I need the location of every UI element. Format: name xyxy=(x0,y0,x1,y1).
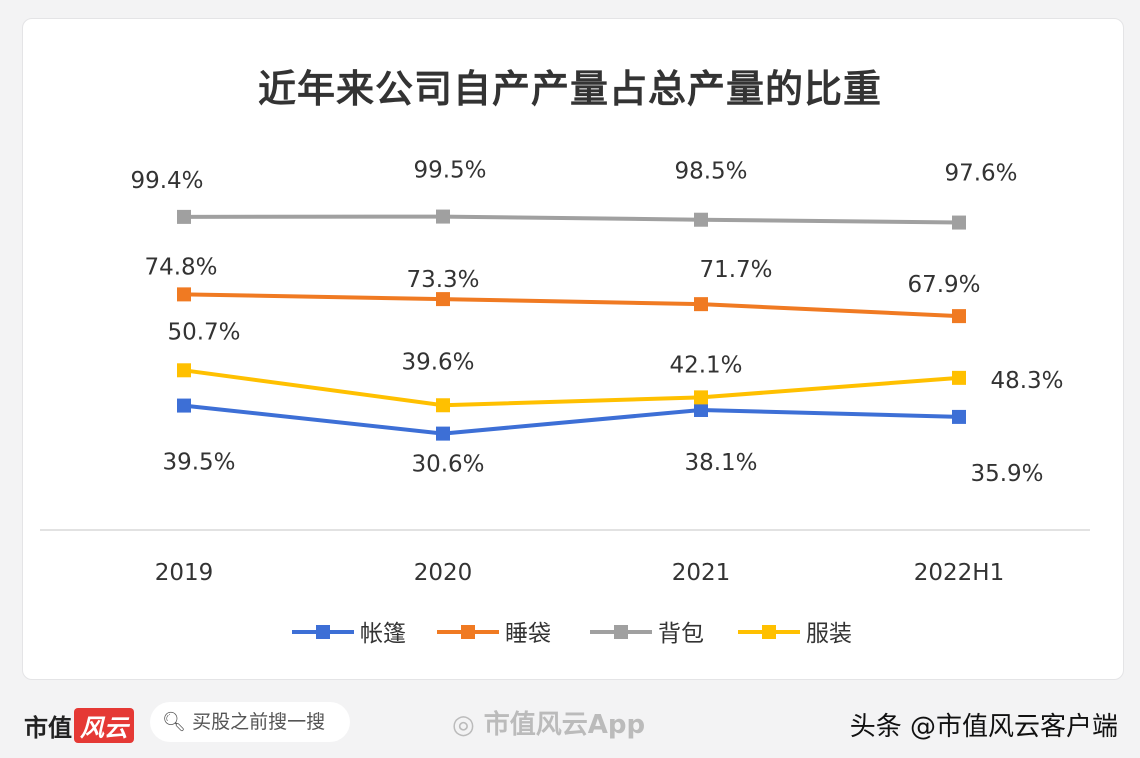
data-label: 99.4% xyxy=(130,168,203,194)
weibo-watermark: ◎ 市值风云App xyxy=(452,704,645,741)
x-tick-label: 2019 xyxy=(155,560,214,586)
data-label: 50.7% xyxy=(167,319,240,345)
x-tick-label: 2022H1 xyxy=(914,560,1004,586)
x-tick-label: 2020 xyxy=(414,560,473,586)
footer: 市值 风云 🔍︎ 买股之前搜一搜 ◎ 市值风云App 头条 @市值风云客户端 xyxy=(0,690,1140,758)
brand-logo: 市值 风云 xyxy=(24,708,134,743)
credit-text: 头条 @市值风云客户端 xyxy=(849,712,1118,742)
legend-label: 服装 xyxy=(806,621,852,647)
legend-label: 背包 xyxy=(658,621,704,647)
data-point xyxy=(177,398,191,413)
data-point xyxy=(694,390,708,405)
data-point xyxy=(177,209,191,224)
data-label: 39.5% xyxy=(162,450,235,476)
data-point xyxy=(952,215,966,230)
data-label: 38.1% xyxy=(684,450,757,476)
data-point xyxy=(436,209,450,224)
data-point xyxy=(177,363,191,378)
x-tick-label: 2021 xyxy=(672,560,731,586)
data-point xyxy=(436,292,450,307)
data-label: 74.8% xyxy=(144,254,217,280)
chart-card xyxy=(22,18,1124,680)
data-label: 98.5% xyxy=(674,159,747,185)
series-line-背包 xyxy=(183,214,960,225)
legend-marker xyxy=(614,625,628,639)
chart-title: 近年来公司自产产量占总产量的比重 xyxy=(257,67,882,111)
search-icon: 🔍︎ xyxy=(162,711,193,733)
legend-marker xyxy=(762,625,776,639)
legend-marker xyxy=(461,625,475,639)
data-point xyxy=(694,297,708,312)
data-label: 97.6% xyxy=(944,161,1017,187)
series-line-睡袋 xyxy=(183,292,960,319)
data-label: 99.5% xyxy=(413,158,486,184)
data-label: 30.6% xyxy=(411,452,484,478)
data-label: 73.3% xyxy=(406,267,479,293)
data-point xyxy=(952,370,966,385)
data-label: 71.7% xyxy=(699,257,772,283)
data-label: 48.3% xyxy=(990,368,1063,394)
legend-marker xyxy=(316,625,330,639)
weibo-text: 市值风云App xyxy=(483,710,646,740)
brand-text: 市值 xyxy=(24,713,72,742)
series-line-服装 xyxy=(183,368,960,408)
data-label: 42.1% xyxy=(669,352,742,378)
brand-logo-mark: 风云 xyxy=(74,708,134,743)
data-label: 35.9% xyxy=(970,461,1043,487)
data-point xyxy=(177,287,191,302)
data-point xyxy=(436,398,450,413)
legend-label: 帐篷 xyxy=(360,621,406,647)
search-input[interactable]: 🔍︎ 买股之前搜一搜 xyxy=(150,702,350,742)
weibo-icon: ◎ xyxy=(452,710,484,740)
data-point xyxy=(436,426,450,441)
search-placeholder: 买股之前搜一搜 xyxy=(192,711,326,733)
series-line-帐篷 xyxy=(183,403,960,436)
data-point xyxy=(694,212,708,227)
legend-label: 睡袋 xyxy=(505,621,551,647)
line-chart: 2019 2020 2021 2022H1 39.5% 30.6% 38.1% 35.9% 74… xyxy=(40,158,1090,647)
data-point xyxy=(952,309,966,324)
data-label: 39.6% xyxy=(401,349,474,375)
data-point xyxy=(952,409,966,424)
data-label: 67.9% xyxy=(907,272,980,298)
data-point xyxy=(694,402,708,417)
